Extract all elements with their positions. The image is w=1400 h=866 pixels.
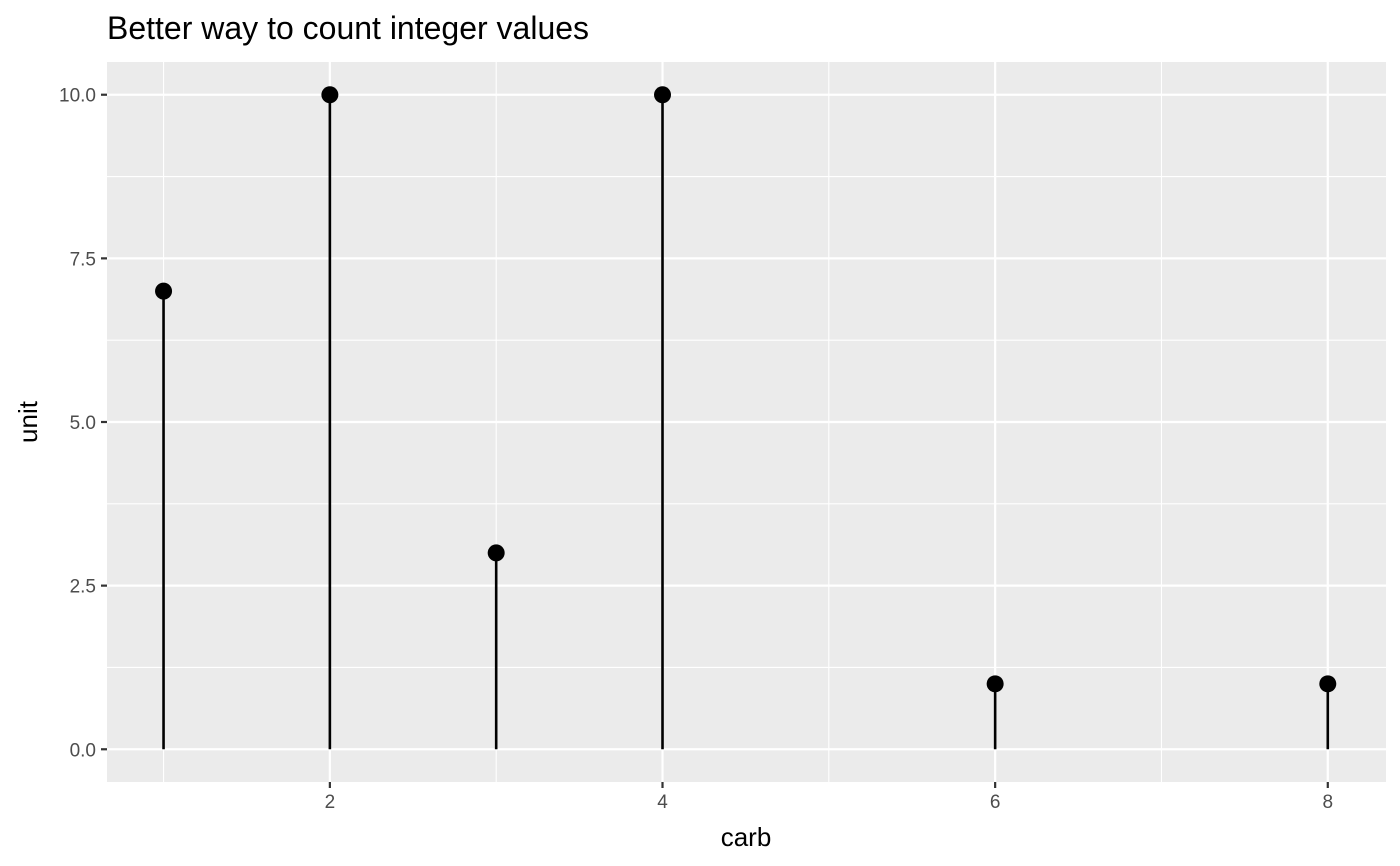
point-3	[654, 86, 672, 104]
x-tick-label-3: 8	[1322, 792, 1333, 813]
point-0	[155, 282, 173, 300]
data-marks	[155, 86, 1337, 750]
chart-title: Better way to count integer values	[107, 10, 589, 46]
x-tick-label-2: 6	[990, 792, 1001, 813]
y-axis: 0.0 2.5 5.0 7.5 10.0	[59, 86, 107, 761]
y-tick-label-1: 2.5	[70, 577, 96, 598]
y-tick-label-2: 5.0	[70, 413, 96, 434]
y-axis-title: unit	[13, 400, 43, 443]
x-tick-label-1: 4	[657, 792, 668, 813]
x-axis-title: carb	[721, 822, 772, 852]
x-axis: 2 4 6 8	[325, 782, 1333, 813]
point-2	[487, 544, 505, 562]
point-5	[1319, 675, 1337, 693]
x-tick-label-0: 2	[325, 792, 336, 813]
point-4	[986, 675, 1004, 693]
y-tick-label-3: 7.5	[70, 249, 96, 270]
point-1	[321, 86, 339, 104]
y-tick-label-4: 10.0	[59, 86, 96, 107]
y-tick-label-0: 0.0	[70, 740, 96, 761]
